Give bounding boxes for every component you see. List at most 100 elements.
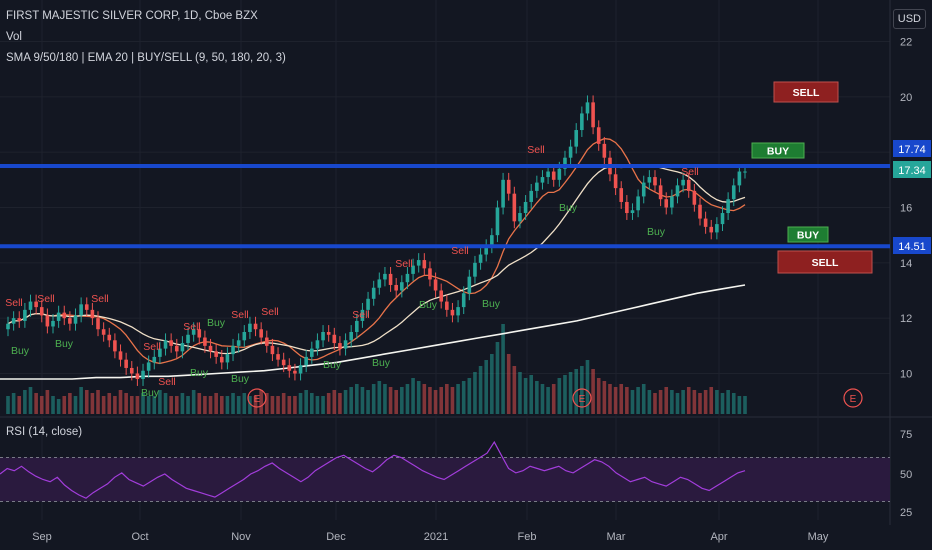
candle [101,329,106,335]
candle [129,367,134,374]
signal-label: Sell [261,306,279,318]
candle [270,345,275,355]
volume-bar [163,393,168,414]
candle [630,210,635,214]
rsi-tick-label: 50 [900,469,912,481]
volume-bar [270,396,275,414]
candle [248,323,252,332]
volume-bar [737,396,742,414]
candle [17,318,22,321]
candle [23,309,27,321]
candle [366,298,370,310]
volume-bar [664,387,669,414]
volume-bar [338,393,342,414]
signal-box [773,81,839,103]
candle [670,196,674,208]
candle [428,268,432,280]
volume-bar [349,387,353,414]
candle [264,337,269,346]
candle [563,157,567,169]
volume-bar [293,396,297,414]
candle [675,185,680,197]
volume-bar [518,372,522,414]
candle [11,318,16,324]
candle [197,329,202,338]
candle [231,345,235,355]
candle [743,171,747,173]
volume-bar [236,396,241,414]
volume-bar [602,381,607,414]
candle [388,273,393,285]
candle [478,254,483,263]
volume-bar [686,387,691,414]
signal-box [777,250,873,274]
candle [568,146,573,158]
volume-bar [203,396,207,414]
sma-180-line [0,284,746,380]
y-tick-label: 12 [900,313,912,325]
candle [62,312,67,319]
volume-bar [360,387,365,414]
volume-bar [214,393,218,414]
signal-label: Sell [231,309,249,321]
earnings-label: E [579,394,586,405]
volume-bar [456,384,460,414]
volume-bar [439,387,443,414]
volume-bar [501,324,505,414]
signal-label: Sell [527,144,545,156]
candle [214,351,218,357]
volume-bar [355,384,359,414]
volume-bar [467,378,472,414]
signal-box-label: BUY [797,230,819,242]
volume-bar [731,393,736,414]
candle [219,356,224,363]
volume-bar [670,390,674,414]
volume-bar [433,390,438,414]
candle [501,179,505,208]
volume-bar [529,375,534,414]
volume-bar [84,390,89,414]
earnings-marker [843,388,863,408]
x-tick-label: Apr [710,531,727,543]
signal-label: Sell [37,293,55,305]
volume-bar [613,387,618,414]
x-tick-label: May [808,531,829,543]
candle [298,365,303,374]
volume-bar [219,396,224,414]
volume-bar [568,372,573,414]
candle [191,329,196,335]
candle [73,315,78,324]
candle [490,235,494,247]
volume-bar [68,393,72,414]
volume-bar [73,396,78,414]
candle [394,284,398,291]
signal-box-label: SELL [812,257,839,269]
candle [506,179,511,194]
candle [163,340,168,349]
moving-averages [0,137,746,380]
candle [439,290,443,302]
candle [287,365,292,371]
volume-bar [11,393,16,414]
volume-bar [186,396,190,414]
currency-button[interactable]: USD [892,9,926,29]
candle [56,312,61,321]
volume-bar [422,384,427,414]
candle [698,204,702,219]
volume-bar [394,390,398,414]
signal-label: Sell [352,309,370,321]
candle [456,307,460,316]
volume-bar [310,393,314,414]
candle [68,318,72,324]
volume-bar [445,384,449,414]
volume-bar [158,390,162,414]
signal-label: Sell [451,245,469,257]
candle [726,199,730,214]
candle [326,332,331,335]
candle [377,279,382,288]
candle [169,340,173,346]
volume-bar [152,396,157,414]
volume-bar [253,396,258,414]
